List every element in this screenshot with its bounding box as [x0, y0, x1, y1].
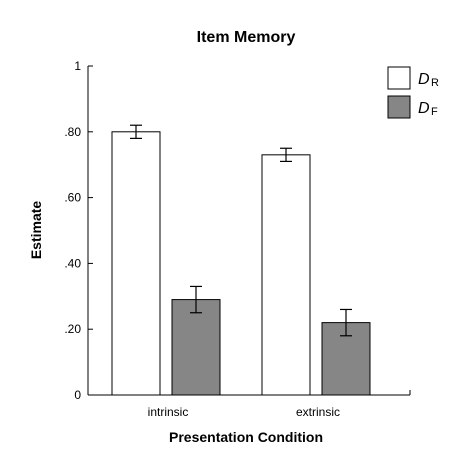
legend: D RD F	[387, 66, 439, 119]
chart-title: Item Memory	[197, 29, 296, 46]
y-tick-label: .20	[64, 322, 81, 336]
y-tick-label: .80	[64, 125, 81, 139]
legend-swatch	[387, 66, 411, 90]
y-tick-label: 0	[74, 388, 81, 402]
x-tick-label: extrinsic	[296, 405, 340, 419]
plot-area: 0 .20 .40 .60 .80 1 intrinsic extrinsic	[64, 59, 411, 419]
legend-label-subscript: R	[431, 77, 439, 89]
y-tick-label: .60	[64, 191, 81, 205]
legend-swatch	[387, 95, 411, 119]
x-tick-label: intrinsic	[148, 405, 189, 419]
y-tick-label: .40	[64, 256, 81, 270]
bar	[111, 131, 161, 396]
y-tick-label: 1	[74, 59, 81, 73]
bar	[171, 299, 221, 396]
x-axis-label: Presentation Condition	[169, 429, 323, 445]
legend-label: D	[418, 100, 430, 117]
legend-label-subscript: F	[431, 106, 438, 118]
legend-label: D	[418, 71, 430, 88]
y-axis-label: Estimate	[28, 201, 44, 260]
bar	[261, 154, 311, 396]
